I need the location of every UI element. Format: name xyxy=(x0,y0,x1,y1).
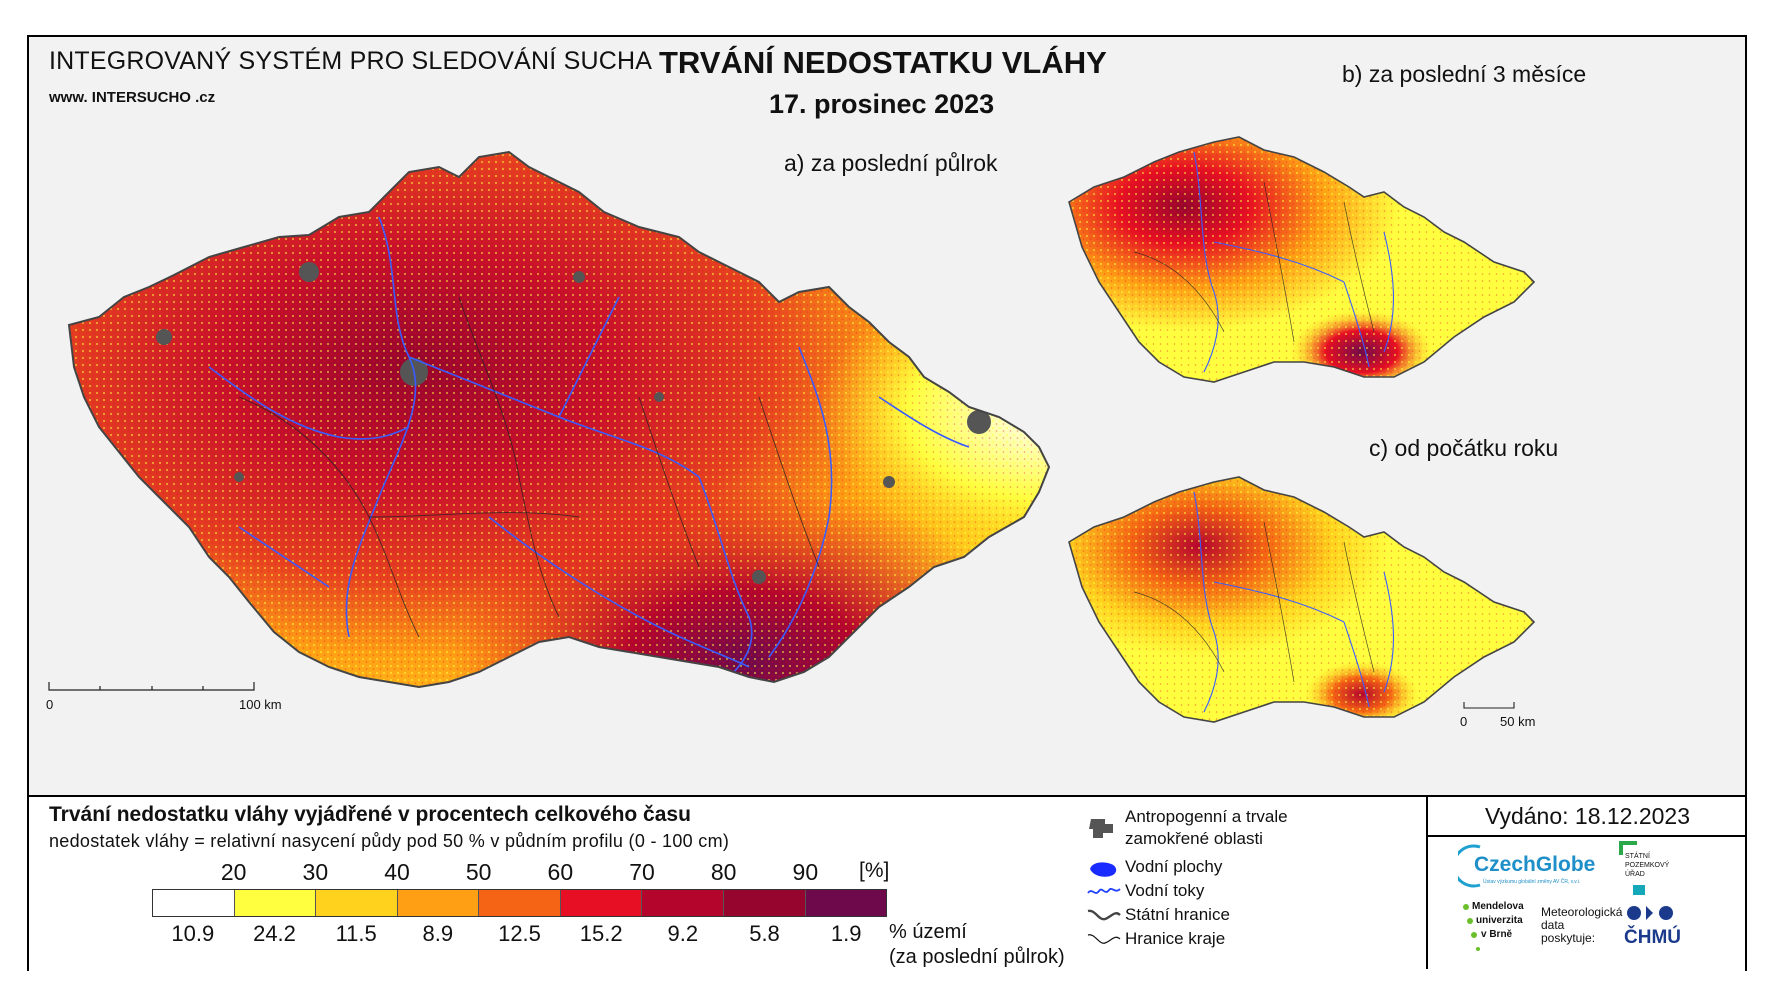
legend-threshold-label: 40 xyxy=(384,859,410,885)
scale-small-end: 50 km xyxy=(1500,714,1536,729)
scale-bar-small xyxy=(1463,702,1515,709)
scale-bar-a xyxy=(48,682,255,691)
area-percent-label-1: % území xyxy=(889,921,967,943)
legend-threshold-label: 60 xyxy=(547,859,574,885)
scale-a-zero: 0 xyxy=(46,697,54,712)
legend-area-percent: 15.2 xyxy=(579,921,623,946)
scale-a-end: 100 km xyxy=(239,697,282,712)
map-frame: INTEGROVANÝ SYSTÉM PRO SLEDOVÁNÍ SUCHA w… xyxy=(27,35,1747,971)
anthropogenic-label-1: Antropogenní a trvale xyxy=(1125,807,1288,826)
legend-area-percent: 24.2 xyxy=(253,921,296,946)
legend-area-percent: 8.9 xyxy=(422,921,454,946)
mendel-name-2: univerzita xyxy=(1476,915,1523,926)
area-percent-label: % území (za poslední půlrok) xyxy=(889,920,1065,970)
map-c-since-year-start xyxy=(1068,476,1536,723)
legend-title: Trvání nedostatku vláhy vyjádřené v proc… xyxy=(49,803,691,826)
water-bodies-label: Vodní plochy xyxy=(1125,857,1223,876)
legend-color-bins xyxy=(152,889,887,917)
issued-date: Vydáno: 18.12.2023 xyxy=(1428,797,1747,837)
czechglobe-subtitle: Ústav výzkumu globální změny AV ČR, v.v.… xyxy=(1483,879,1581,885)
legend-area-percent: 10.9 xyxy=(171,921,215,946)
legend-threshold-label: 70 xyxy=(629,859,655,885)
meteo-data-1: Meteorologická xyxy=(1541,905,1623,919)
legend-threshold-label: 80 xyxy=(710,859,737,885)
anthropogenic-icon xyxy=(1089,819,1113,838)
area-percent-label-2: (za poslední půlrok) xyxy=(889,946,1065,968)
page-title: TRVÁNÍ NEDOSTATKU VLÁHY xyxy=(659,45,1107,80)
legend-bin xyxy=(642,890,724,916)
legend-bin xyxy=(805,890,887,916)
website-link[interactable]: www. INTERSUCHO .cz xyxy=(49,89,216,106)
spu-name-2: POZEMKOVÝ xyxy=(1625,862,1670,869)
legend-threshold-label: 50 xyxy=(465,859,492,885)
spu-name-3: ÚŘAD xyxy=(1625,871,1645,878)
meteo-data-3: poskytuje: xyxy=(1541,931,1596,945)
legend-threshold-label: 30 xyxy=(302,859,329,885)
state-border-icon xyxy=(1087,909,1121,921)
czechglobe-name: CzechGlobe xyxy=(1474,853,1596,876)
legend-bin xyxy=(316,890,398,916)
legend-threshold-label: 90 xyxy=(792,859,819,885)
river-icon xyxy=(1087,887,1121,894)
rivers-label: Vodní toky xyxy=(1125,881,1205,900)
legend-area: Trvání nedostatku vláhy vyjádřené v proc… xyxy=(29,795,1747,971)
mendel-university-logo-icon xyxy=(1463,904,1480,951)
spu-logo-icon xyxy=(1619,841,1645,895)
legend-bin xyxy=(397,890,480,916)
system-title: INTEGROVANÝ SYSTÉM PRO SLEDOVÁNÍ SUCHA xyxy=(49,47,653,75)
legend-bin xyxy=(560,890,643,916)
legend-area-percent: 12.5 xyxy=(498,921,541,946)
map-area: INTEGROVANÝ SYSTÉM PRO SLEDOVÁNÍ SUCHA w… xyxy=(29,37,1745,795)
legend-bin xyxy=(234,890,317,916)
czechglobe-logo-icon xyxy=(1458,844,1481,888)
mendel-name-3: v Brně xyxy=(1481,929,1513,940)
map-date: 17. prosinec 2023 xyxy=(769,89,995,119)
issued-logos-box: Vydáno: 18.12.2023 CzechGlobe Ústav výzk… xyxy=(1426,797,1747,969)
legend-bin xyxy=(723,890,806,916)
region-border-icon xyxy=(1087,934,1121,944)
legend-threshold-label: 20 xyxy=(220,859,247,885)
state-border-label: Státní hranice xyxy=(1125,905,1230,924)
legend-area-percent: 1.9 xyxy=(830,921,862,946)
map-b-last-3-months xyxy=(1068,136,1536,383)
map-c-label: c) od počátku roku xyxy=(1369,435,1559,461)
legend-subtitle: nedostatek vláhy = relativní nasycení pů… xyxy=(49,831,730,851)
chmu-logo-icon xyxy=(1627,906,1673,920)
legend-area-percent: 5.8 xyxy=(749,921,780,946)
water-body-icon xyxy=(1090,862,1117,877)
region-border-label: Hranice kraje xyxy=(1125,929,1226,948)
map-a-label: a) za poslední půlrok xyxy=(784,150,998,176)
legend-area-percent: 11.5 xyxy=(335,921,377,946)
legend-bin xyxy=(479,890,561,916)
spu-name-1: STÁTNÍ xyxy=(1625,853,1650,860)
legend-unit: [%] xyxy=(859,859,890,882)
meteo-data-2: data xyxy=(1541,918,1565,932)
map-a-last-half-year xyxy=(48,150,1051,691)
mendel-name-1: Mendelova xyxy=(1472,901,1524,912)
legend-bin xyxy=(153,890,235,916)
chmu-name: ČHMÚ xyxy=(1624,927,1681,948)
anthropogenic-label-2: zamokřené oblasti xyxy=(1125,829,1263,848)
scale-small-zero: 0 xyxy=(1460,714,1468,729)
legend-area-percent: 9.2 xyxy=(667,921,699,946)
map-b-label: b) za poslední 3 měsíce xyxy=(1342,61,1587,87)
